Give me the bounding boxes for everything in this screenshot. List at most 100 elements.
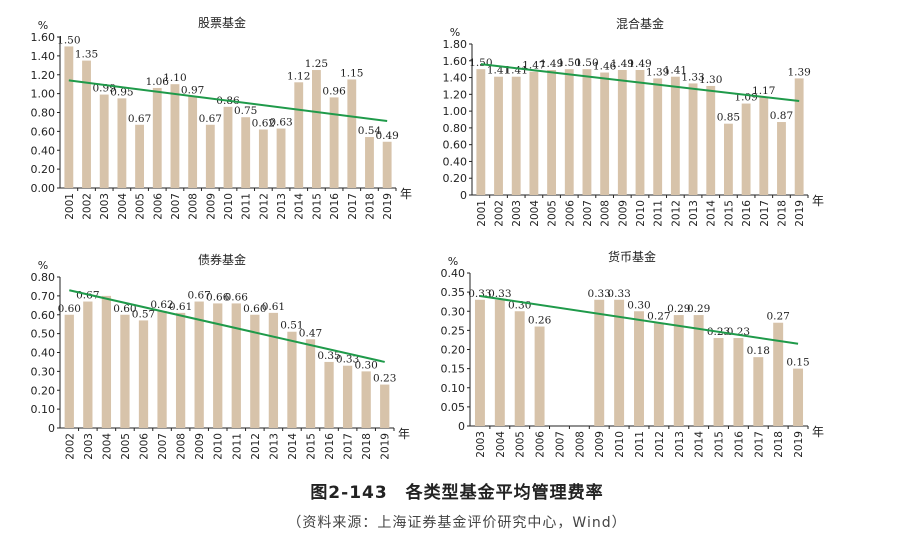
bar	[175, 312, 186, 428]
value-label: 0.97	[181, 84, 204, 96]
x-tick-label: 2016	[741, 200, 753, 227]
bar	[753, 357, 764, 426]
value-label: 0.67	[187, 290, 210, 302]
y-tick-label: 0.25	[441, 324, 466, 337]
x-tick-label: 2015	[723, 200, 735, 227]
value-label: 0.95	[110, 86, 133, 98]
x-tick-label: 2017	[753, 431, 765, 458]
x-tick-label: 2004	[495, 431, 507, 458]
bar	[120, 314, 130, 428]
y-tick-label: 1.60	[31, 31, 56, 44]
value-label: 1.50	[575, 57, 598, 69]
bar	[713, 338, 724, 426]
bar	[564, 69, 574, 195]
bar	[324, 361, 334, 428]
bar	[474, 299, 485, 426]
bar	[600, 72, 610, 195]
x-tick-label: 2002	[64, 433, 76, 460]
x-tick-label: 2006	[152, 193, 164, 220]
value-label: 0.35	[317, 350, 340, 362]
x-tick-label: 2013	[276, 193, 288, 220]
value-label: 1.17	[752, 85, 775, 97]
chart-title: 货币基金	[608, 249, 656, 264]
x-tick-label: 2015	[714, 431, 726, 458]
value-label: 0.29	[687, 303, 710, 315]
bar	[117, 98, 127, 188]
bar	[594, 299, 605, 426]
figure-source: （资料来源：上海证券基金评价研究中心，Wind）	[287, 515, 627, 531]
x-tick-label: 2012	[654, 431, 666, 458]
value-label: 1.50	[469, 57, 492, 69]
x-tick-label: 2006	[564, 200, 576, 227]
bar	[777, 122, 786, 195]
y-tick-label: 1.20	[443, 88, 468, 101]
x-tick-label: 2004	[529, 200, 541, 227]
x-tick-label: 2002	[494, 200, 506, 227]
y-tick-label: 0.20	[31, 163, 56, 176]
value-label: 0.63	[269, 117, 292, 129]
y-tick-label: 1.00	[31, 88, 56, 101]
value-label: 0.27	[647, 311, 670, 323]
value-label: 0.96	[322, 85, 346, 97]
y-tick-label: 0.70	[31, 290, 56, 303]
bar	[268, 312, 279, 428]
x-tick-label: 2009	[594, 431, 606, 458]
y-tick-label: 0.60	[31, 309, 56, 322]
value-label: 0.47	[299, 327, 322, 339]
x-tick-label: 2003	[99, 193, 111, 220]
y-tick-label: 0.20	[443, 172, 468, 185]
value-label: 1.06	[146, 76, 170, 88]
x-tick-label: 2005	[515, 431, 527, 458]
value-label: 1.49	[540, 58, 563, 70]
y-unit-label: %	[450, 26, 460, 39]
value-label: 0.49	[375, 130, 398, 142]
value-label: 0.61	[262, 301, 285, 313]
bar	[688, 83, 698, 195]
bar	[653, 322, 664, 426]
bar	[759, 96, 769, 195]
bar	[135, 124, 144, 188]
bar	[773, 322, 784, 426]
x-tick-label: 2011	[653, 200, 665, 227]
value-label: 1.50	[558, 57, 581, 69]
bar	[733, 338, 744, 426]
bar	[258, 129, 268, 188]
charts-canvas: 股票基金% 0.00 0.20 0.40 0.60 0.80 1.00 1.20 1.40 1.6…	[31, 15, 825, 460]
y-tick-label: 0.60	[443, 139, 468, 152]
y-tick-label: 1.40	[443, 72, 468, 85]
x-tick-label: 2009	[205, 193, 217, 220]
value-label: 0.85	[717, 112, 740, 124]
x-tick-label: 2018	[364, 193, 376, 220]
x-tick-label: 2007	[554, 431, 566, 458]
x-tick-label: 2001	[64, 193, 76, 220]
value-label: 0.33	[488, 288, 511, 300]
bar	[101, 295, 112, 428]
x-tick-label: 2005	[135, 193, 147, 220]
x-tick-label: 2002	[82, 193, 94, 220]
x-tick-label: 2016	[733, 431, 745, 458]
value-label: 0.51	[280, 320, 303, 332]
bar	[194, 301, 204, 428]
chart-title: 混合基金	[616, 16, 664, 31]
x-tick-label: 2012	[258, 193, 270, 220]
value-label: 0.75	[234, 105, 257, 117]
x-tick-label: 2001	[476, 200, 488, 227]
trend-line	[69, 289, 385, 363]
bar	[547, 70, 556, 195]
bar	[213, 303, 223, 428]
x-tick-label: 2010	[614, 431, 626, 458]
y-tick-label: 1.60	[443, 55, 468, 68]
bar	[670, 76, 680, 195]
value-label: 1.33	[681, 71, 704, 83]
value-label: 0.61	[169, 301, 192, 313]
bar	[494, 76, 503, 195]
chart-panel: 债券基金%00.100.200.300.400.500.600.700.800.…	[31, 252, 411, 460]
bar	[724, 123, 733, 195]
value-label: 1.39	[787, 66, 810, 78]
chart-panel: 货币基金% 0 0.05 0.10 0.15 0.20 0.25 0.30 0.35 0.40 0.…	[441, 249, 825, 458]
chart-title: 债券基金	[198, 252, 246, 267]
y-tick-label: 0.40	[441, 267, 466, 280]
value-label: 1.50	[57, 34, 80, 46]
x-tick-label: 2007	[157, 433, 169, 460]
